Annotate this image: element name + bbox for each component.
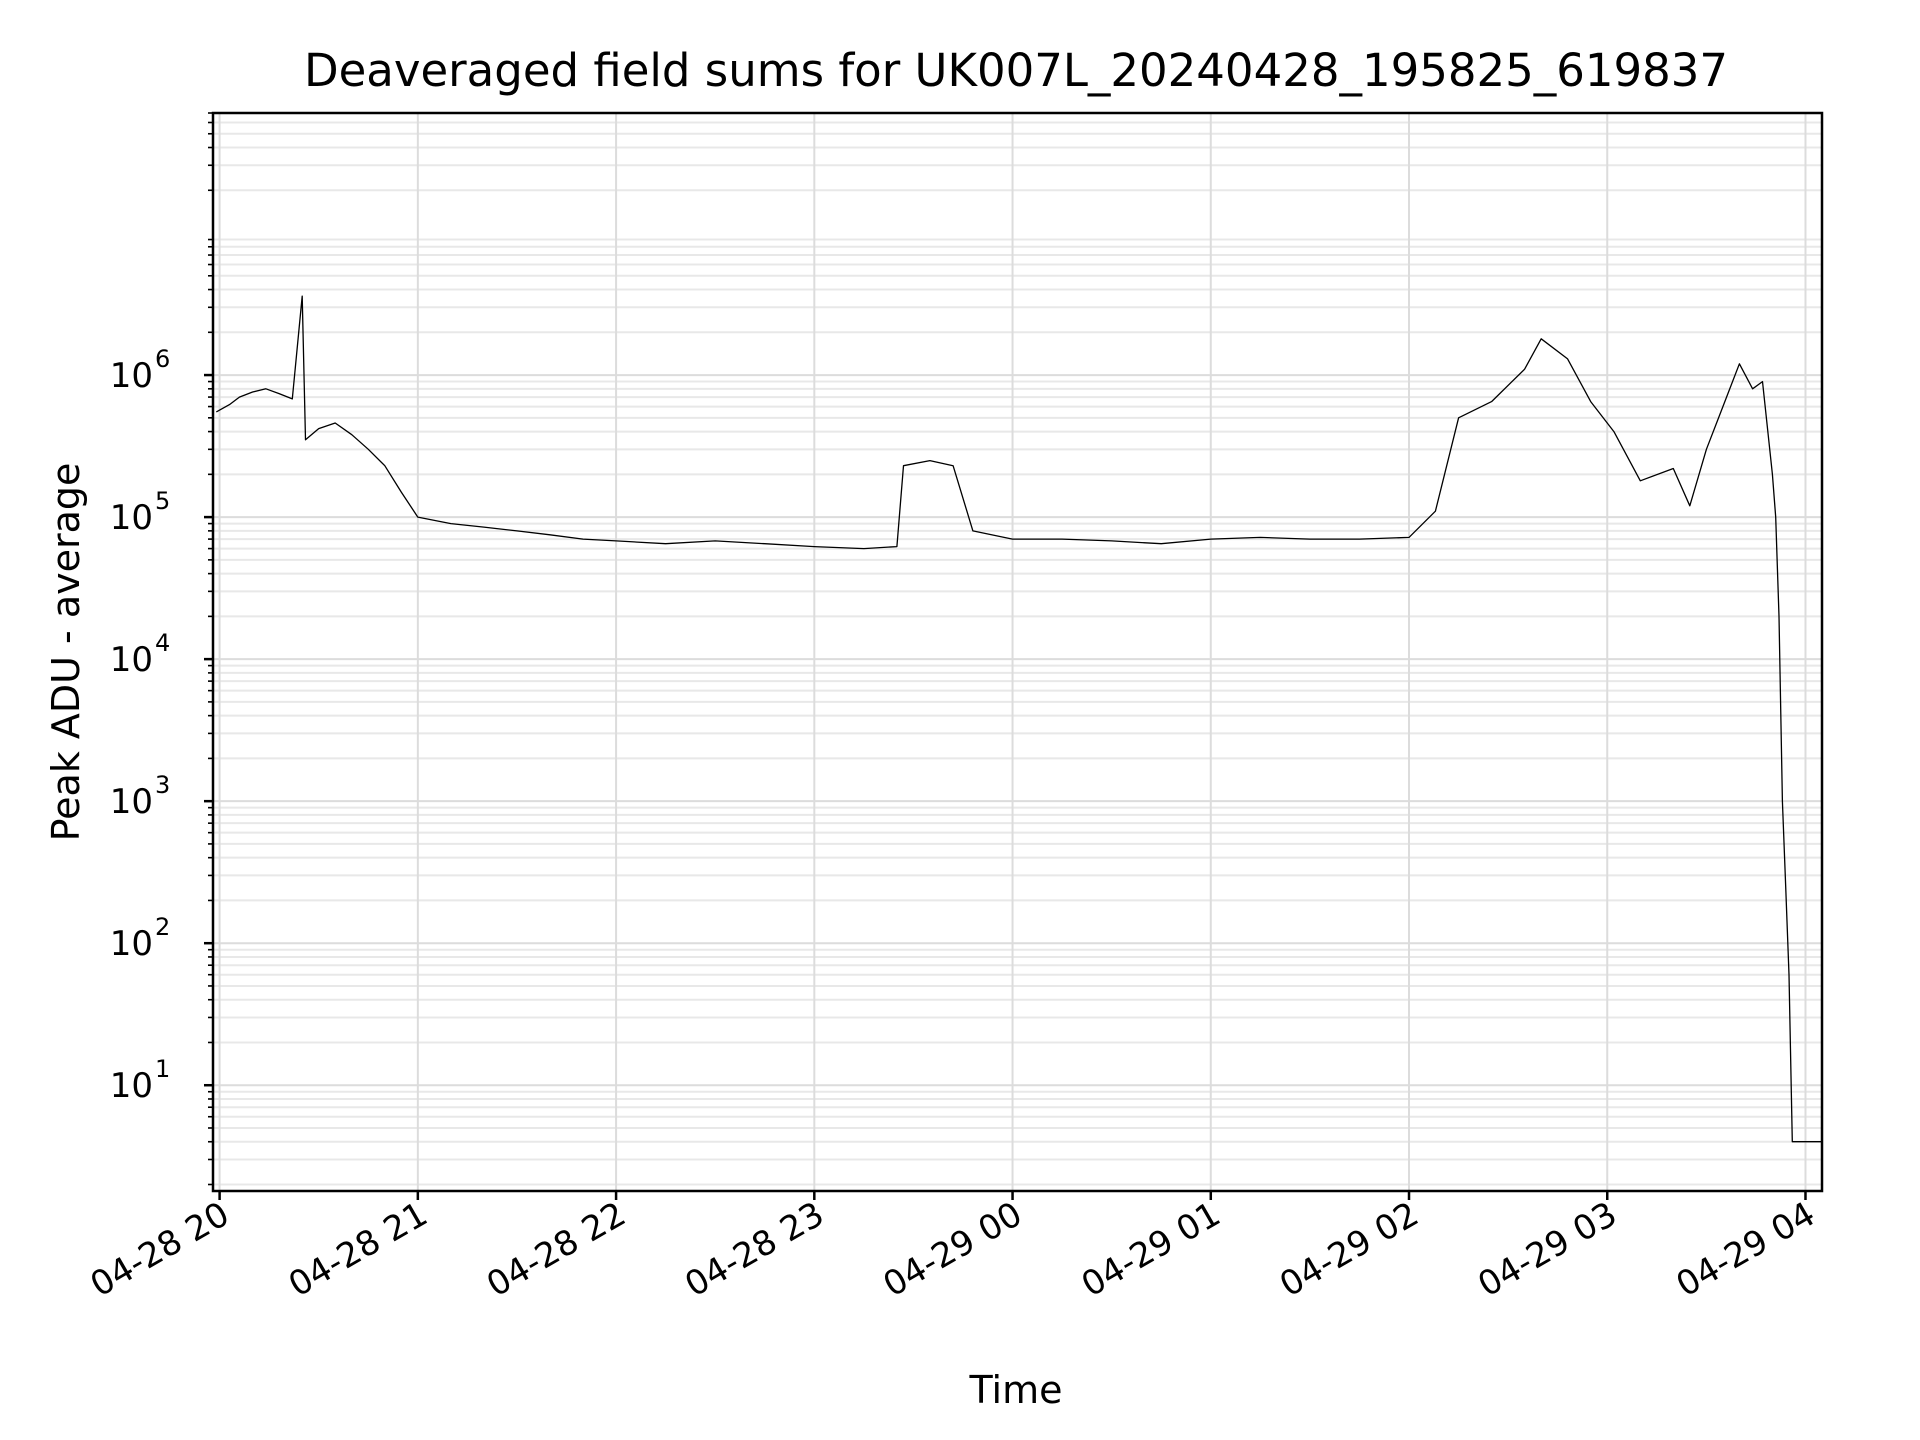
series-line <box>215 295 1822 1143</box>
chart-title: Deaveraged field sums for UK007L_2024042… <box>304 44 1728 97</box>
y-axis-label: Peak ADU - average <box>44 463 88 842</box>
y-tick-label: 10 <box>110 1066 153 1106</box>
y-tick-label: 10 <box>110 640 153 680</box>
grid <box>213 112 1822 1191</box>
y-tick-label-exponent: 3 <box>155 771 170 799</box>
y-tick-label-exponent: 1 <box>155 1055 170 1083</box>
axis-ticks <box>204 112 1807 1200</box>
x-axis-label: Time <box>969 1368 1063 1412</box>
y-tick-label: 10 <box>110 498 153 538</box>
y-tick-label-exponent: 6 <box>155 345 170 373</box>
y-tick-label-exponent: 2 <box>155 913 170 941</box>
y-tick-label-exponent: 5 <box>155 487 170 515</box>
plot-area <box>215 295 1822 1143</box>
y-tick-label: 10 <box>110 924 153 964</box>
y-tick-label: 10 <box>110 782 153 822</box>
y-tick-label: 10 <box>110 356 153 396</box>
axes-frame <box>211 111 1824 1193</box>
y-tick-label-exponent: 4 <box>155 629 170 657</box>
